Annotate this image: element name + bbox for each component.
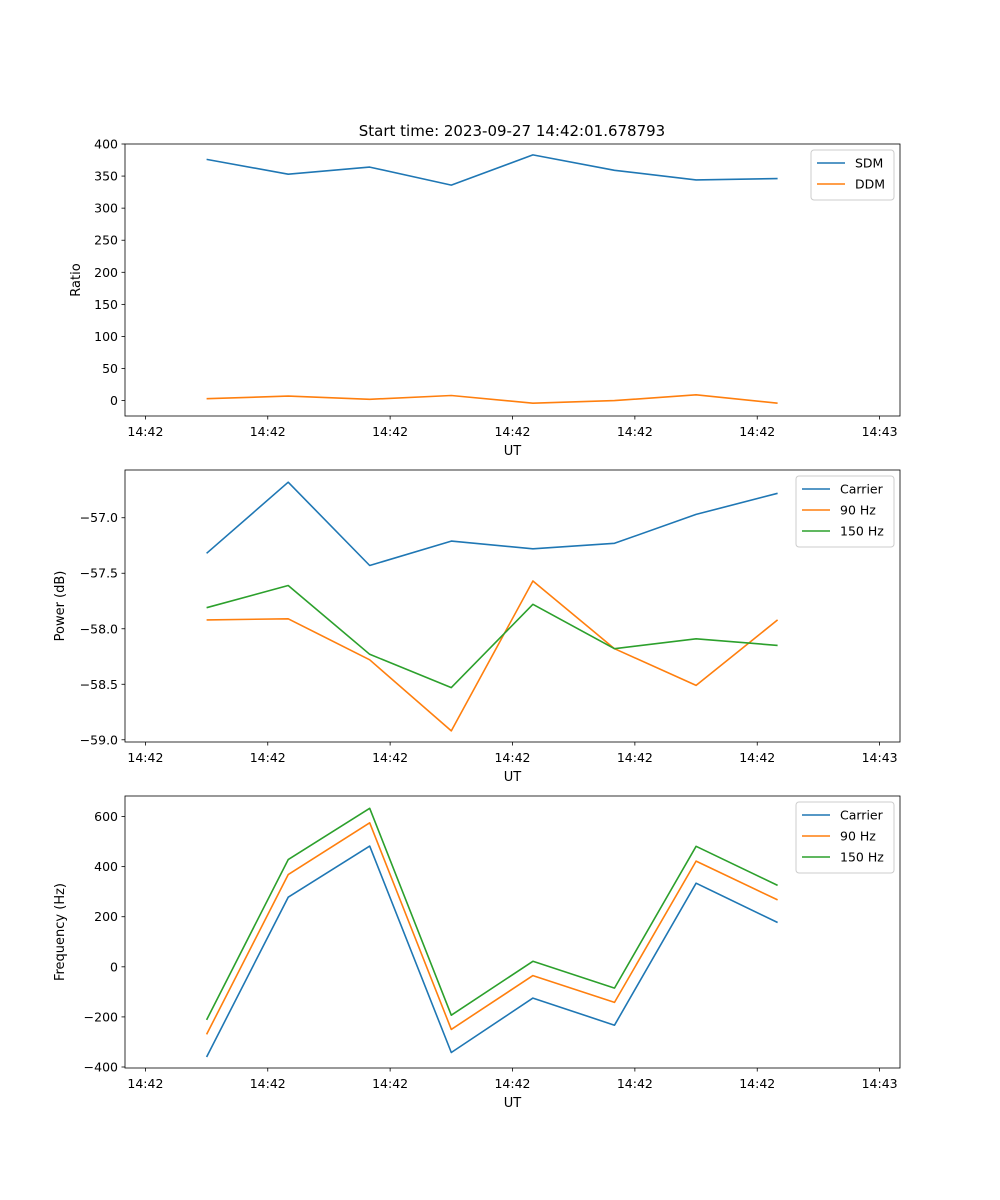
series-line-150-hz [205, 807, 778, 1021]
y-tick-label: −58.5 [80, 677, 118, 692]
x-tick-label: 14:43 [862, 1076, 898, 1091]
legend-label: 90 Hz [840, 503, 876, 518]
y-tick-label: −400 [84, 1059, 118, 1074]
x-tick-label: 14:42 [127, 750, 163, 765]
x-tick-label: 14:43 [862, 750, 898, 765]
x-tick-label: 14:42 [617, 424, 653, 439]
legend: Carrier 90 Hz 150 Hz [795, 475, 895, 548]
y-tick-label: 50 [102, 361, 118, 376]
x-axis-label: UT [504, 1096, 522, 1111]
y-tick-label: −57.5 [80, 566, 118, 581]
x-tick-label: 14:42 [494, 1076, 530, 1091]
x-tick-label: 14:42 [127, 424, 163, 439]
x-tick-label: 14:42 [494, 424, 530, 439]
y-tick-label: 100 [94, 329, 118, 344]
subplot-3: −400 −200 0 200 400 600 14:42 14:42 14:42 14:42 14… [53, 795, 901, 1111]
x-tick-label: 14:42 [739, 1076, 775, 1091]
y-tick-label: 350 [94, 169, 118, 184]
legend-label: DDM [855, 177, 885, 192]
legend-box [795, 801, 895, 874]
legend: Carrier 90 Hz 150 Hz [795, 801, 895, 874]
x-tick-label: 14:42 [250, 1076, 286, 1091]
y-tick-label: 150 [94, 297, 118, 312]
series-line-90-hz [205, 821, 778, 1035]
y-tick-label: 300 [94, 201, 118, 216]
axes-frame [124, 469, 901, 743]
legend: SDM DDM [810, 149, 895, 201]
x-tick-label: 14:42 [250, 750, 286, 765]
x-tick-label: 14:42 [372, 1076, 408, 1091]
x-tick-label: 14:42 [250, 424, 286, 439]
series-line-sdm [206, 154, 778, 186]
x-tick-label: 14:42 [617, 1076, 653, 1091]
x-tick-label: 14:42 [372, 750, 408, 765]
y-tick-label: 200 [94, 265, 118, 280]
x-axis-label: UT [504, 770, 522, 785]
legend-label: SDM [855, 156, 883, 171]
x-tick-label: 14:42 [617, 750, 653, 765]
y-tick-label: −59.0 [80, 732, 118, 747]
legend-label: 90 Hz [840, 829, 876, 844]
y-tick-label: −58.0 [80, 621, 118, 636]
series-line-carrier [206, 481, 778, 567]
x-tick-label: 14:42 [494, 750, 530, 765]
y-tick-label: −200 [84, 1009, 118, 1024]
figure-title: Start time: 2023-09-27 14:42:01.678793 [359, 122, 665, 140]
y-axis-label: Frequency (Hz) [53, 883, 68, 981]
legend-label: 150 Hz [840, 524, 884, 539]
x-tick-label: 14:42 [739, 424, 775, 439]
x-tick-label: 14:42 [372, 424, 408, 439]
y-axis-label: Ratio [69, 263, 84, 296]
series-line-carrier [205, 845, 778, 1058]
legend-label: 150 Hz [840, 850, 884, 865]
series-line-90-hz [206, 580, 779, 732]
y-tick-label: −57.0 [80, 510, 118, 525]
x-tick-label: 14:43 [862, 424, 898, 439]
subplot-2: −59.0 −58.5 −58.0 −57.5 −57.0 14:42 14:42 14:42… [53, 469, 901, 785]
plots: 0 50 100 150 200 250 300 350 400 14:42 14:42 14:42 1… [53, 137, 901, 1111]
legend-label: Carrier [840, 482, 884, 497]
x-tick-label: 14:42 [127, 1076, 163, 1091]
x-axis-label: UT [504, 444, 522, 459]
legend-label: Carrier [840, 808, 884, 823]
y-tick-label: 400 [94, 859, 118, 874]
y-tick-label: 0 [110, 959, 118, 974]
y-tick-label: 400 [94, 137, 118, 152]
legend-box [795, 475, 895, 548]
y-tick-label: 600 [94, 809, 118, 824]
subplot-1: 0 50 100 150 200 250 300 350 400 14:42 14:42 14:42 1… [69, 137, 901, 459]
y-tick-label: 200 [94, 909, 118, 924]
x-tick-label: 14:42 [739, 750, 775, 765]
series-line-ddm [206, 393, 778, 405]
series-line-150-hz [206, 584, 778, 689]
y-axis-label: Power (dB) [53, 571, 68, 642]
y-tick-label: 250 [94, 233, 118, 248]
axes-frame [124, 143, 901, 417]
y-tick-label: 0 [110, 393, 118, 408]
axes-frame [124, 795, 901, 1069]
